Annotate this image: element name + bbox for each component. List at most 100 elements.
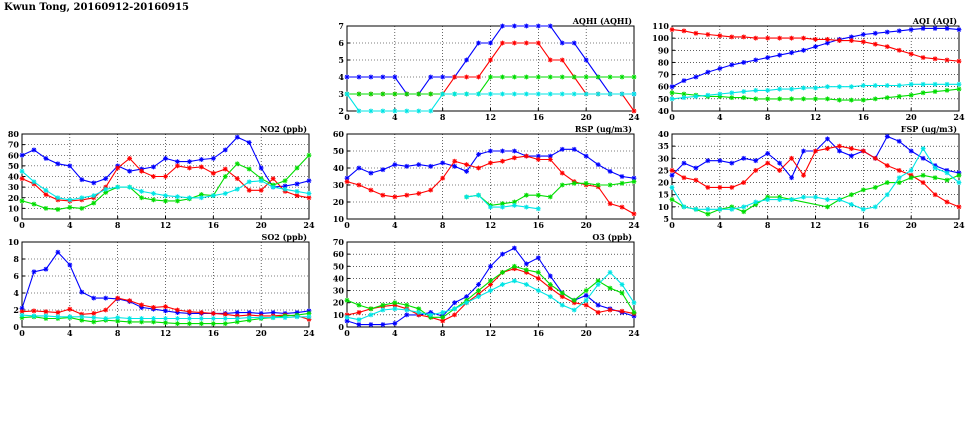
data-point	[416, 306, 422, 312]
data-point	[380, 91, 386, 97]
data-point	[234, 310, 240, 315]
data-point	[416, 162, 422, 167]
data-point	[583, 297, 589, 303]
data-point	[825, 96, 830, 102]
data-point	[956, 86, 962, 92]
data-point	[151, 319, 156, 325]
data-point	[547, 282, 553, 287]
series-line-green	[347, 76, 634, 95]
data-point	[91, 180, 97, 186]
data-point	[512, 74, 517, 80]
data-point	[392, 91, 398, 97]
data-point	[559, 182, 565, 188]
data-point	[103, 186, 109, 192]
data-point	[500, 251, 505, 257]
data-point	[368, 312, 374, 318]
data-point	[523, 40, 529, 46]
x-tick-label: 0	[344, 220, 350, 230]
data-point	[729, 206, 735, 212]
data-point	[535, 91, 541, 97]
data-point	[693, 30, 699, 36]
data-point	[813, 194, 818, 200]
data-point	[595, 282, 601, 287]
data-point	[440, 175, 446, 181]
data-point	[19, 176, 25, 182]
data-point	[801, 172, 806, 178]
data-point	[31, 313, 37, 319]
data-point	[607, 307, 613, 313]
data-point	[392, 320, 398, 326]
data-point	[270, 315, 276, 321]
data-point	[500, 158, 505, 164]
data-point	[222, 311, 228, 317]
data-point	[368, 322, 374, 327]
x-tick-label: 24	[628, 220, 640, 230]
data-point	[258, 187, 264, 193]
data-point	[825, 84, 830, 90]
data-point	[729, 160, 735, 166]
data-point	[848, 97, 854, 103]
data-point	[908, 81, 914, 87]
y-tick-label: 5	[663, 214, 669, 224]
data-point	[848, 84, 854, 90]
data-point	[705, 185, 711, 190]
y-tick-label: 70	[333, 237, 345, 247]
y-tick-label: 30	[658, 153, 670, 163]
data-point	[607, 169, 613, 174]
data-point	[356, 74, 362, 80]
data-point	[512, 199, 517, 205]
data-point	[356, 165, 362, 171]
x-tick-label: 8	[765, 112, 771, 122]
data-point	[765, 87, 771, 93]
data-point	[777, 160, 783, 166]
data-point	[777, 96, 783, 102]
data-point	[198, 195, 204, 201]
data-point	[151, 164, 156, 170]
data-point	[753, 199, 759, 205]
data-point	[512, 40, 517, 46]
data-point	[368, 91, 374, 97]
data-point	[67, 262, 73, 268]
data-point	[452, 91, 458, 97]
data-point	[344, 314, 350, 320]
data-point	[631, 300, 637, 306]
data-point	[452, 312, 458, 318]
data-point	[91, 319, 97, 325]
y-tick-label: 8	[13, 254, 19, 264]
data-point	[669, 84, 675, 90]
data-point	[464, 57, 469, 63]
data-point	[547, 23, 553, 29]
data-point	[825, 146, 830, 151]
chart-title: NO2 (ppb)	[260, 124, 307, 134]
data-point	[246, 179, 252, 185]
data-point	[729, 90, 735, 96]
y-tick-label: 20	[333, 298, 345, 308]
data-point	[872, 155, 878, 161]
data-point	[428, 163, 434, 169]
data-point	[595, 91, 601, 97]
data-point	[681, 160, 687, 166]
x-tick-label: 0	[669, 112, 675, 122]
data-point	[282, 186, 288, 192]
x-tick-label: 0	[669, 220, 675, 230]
data-point	[693, 165, 699, 171]
x-tick-label: 0	[19, 220, 25, 230]
x-tick-label: 4	[392, 112, 398, 122]
data-point	[55, 161, 61, 167]
data-point	[729, 34, 735, 40]
data-point	[583, 180, 589, 186]
data-point	[932, 89, 938, 94]
data-point	[571, 307, 577, 313]
data-point	[860, 206, 866, 212]
data-point	[151, 191, 156, 196]
data-point	[404, 192, 410, 198]
data-point	[258, 165, 264, 171]
data-point	[908, 148, 914, 154]
data-point	[43, 309, 49, 315]
data-point	[705, 32, 711, 37]
data-point	[801, 194, 806, 200]
data-point	[392, 74, 398, 80]
data-point	[500, 74, 505, 80]
